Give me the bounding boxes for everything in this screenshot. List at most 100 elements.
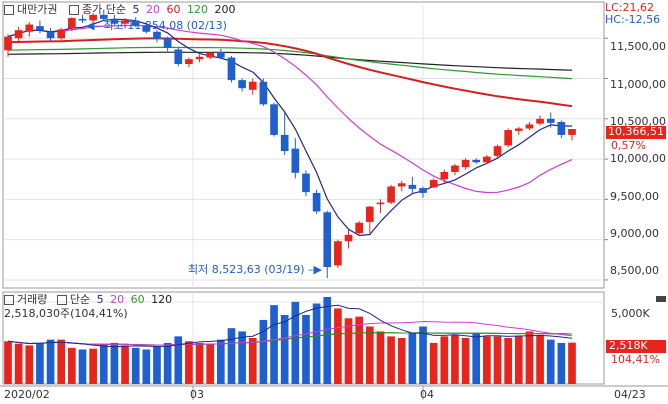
volume-title: 거래량 [17, 293, 48, 306]
candlesticks [4, 9, 576, 279]
volume-bar [185, 341, 193, 384]
candle-body [163, 38, 172, 48]
candle [89, 13, 97, 23]
candle [461, 158, 470, 170]
volume-bar [142, 349, 151, 384]
volume-bar [461, 338, 470, 384]
candle [440, 169, 449, 184]
menu-box-icon[interactable] [4, 295, 14, 305]
vol-ma-period-5: 5 [96, 293, 104, 306]
candle [238, 78, 246, 92]
candle [291, 138, 300, 179]
candle-body [451, 165, 459, 172]
volume-bar [270, 305, 278, 384]
candle [99, 9, 108, 21]
candle [14, 26, 23, 44]
candle-body [312, 192, 321, 212]
candle [121, 18, 129, 29]
candle-body [387, 186, 395, 203]
candle [46, 27, 55, 42]
menu-box-icon[interactable] [56, 295, 67, 305]
volume-bar [78, 349, 87, 384]
candle [78, 14, 87, 23]
volume-bar [227, 328, 236, 384]
candle [408, 176, 417, 193]
candle [259, 78, 268, 106]
volume-bar [174, 336, 183, 384]
candle-body [291, 148, 300, 173]
lc-readout: LC:21,62 [605, 1, 655, 14]
volume-bar [365, 326, 374, 384]
candle [355, 221, 364, 236]
candle-body [121, 20, 129, 24]
candle-body [110, 18, 119, 24]
candle [323, 210, 332, 279]
volume-bar [291, 301, 300, 384]
volume-bar [493, 336, 502, 384]
index-title: 대만가권 [17, 3, 58, 16]
change-percent: 0,57% [611, 139, 646, 152]
candle [376, 199, 385, 214]
candle [525, 122, 534, 131]
menu-box-icon[interactable] [68, 5, 79, 15]
candle-body [365, 206, 374, 222]
volume-bar [206, 343, 215, 384]
grid-lines [3, 6, 608, 400]
volume-bar [89, 348, 97, 384]
candle-body [419, 188, 427, 193]
candle [216, 48, 225, 60]
candle [280, 110, 289, 156]
volume-bar [4, 341, 12, 384]
candle-body [227, 57, 236, 81]
candle-body [408, 184, 417, 189]
candle-body [195, 56, 204, 60]
candle [185, 57, 193, 68]
ma-caption: 종가 단순 [81, 3, 126, 16]
ma-period-5: 5 [132, 3, 140, 16]
candle-body [461, 159, 470, 168]
candle [472, 158, 481, 164]
menu-box-icon[interactable] [4, 5, 14, 15]
candle-body [514, 128, 523, 131]
candle-body [216, 51, 225, 58]
volume-bar [525, 331, 534, 384]
high-marker-label: ◀– 최고 11,854,08 (02/13) [86, 20, 227, 32]
candle [110, 14, 119, 26]
volume-bar [68, 347, 76, 384]
y-tick-10500: 10,500,00 [610, 115, 666, 128]
candle [483, 155, 491, 164]
y-tick-11500: 11,500,00 [610, 40, 666, 53]
volume-bar [121, 345, 129, 384]
candle-body [89, 14, 97, 21]
candle-body [174, 49, 183, 65]
last-price-tag: 10,366,51 [606, 126, 666, 139]
candle [206, 51, 215, 60]
volume-bar [248, 338, 257, 384]
x-label-04: 04 [420, 388, 434, 401]
candle [131, 17, 140, 27]
candle-body [536, 118, 544, 124]
volume-bar [323, 296, 332, 384]
candle [387, 184, 395, 205]
candle [557, 120, 566, 139]
ma-20-line [7, 24, 573, 194]
candle [57, 27, 66, 40]
ma-period-20: 20 [145, 3, 160, 16]
candle-body [78, 18, 87, 21]
volume-bar [472, 333, 481, 384]
ma-period-60: 60 [166, 3, 181, 16]
candle [227, 55, 236, 83]
candle [419, 186, 427, 198]
high-marker-text: 최고 11,854,08 (02/13) [103, 19, 227, 32]
ma-period-120: 120 [186, 3, 208, 16]
volume-ma-caption: 단순 [69, 293, 91, 306]
volume-bar [14, 343, 23, 384]
volume-bar [397, 338, 406, 384]
candle-body [440, 171, 449, 180]
ma-200-line [7, 51, 573, 71]
volume-bar [557, 342, 566, 384]
low-marker-label: 최저 8,523,63 (03/19) –▶ [188, 264, 322, 276]
candle-body [270, 104, 278, 135]
vol-ma-period-60: 60 [130, 293, 145, 306]
